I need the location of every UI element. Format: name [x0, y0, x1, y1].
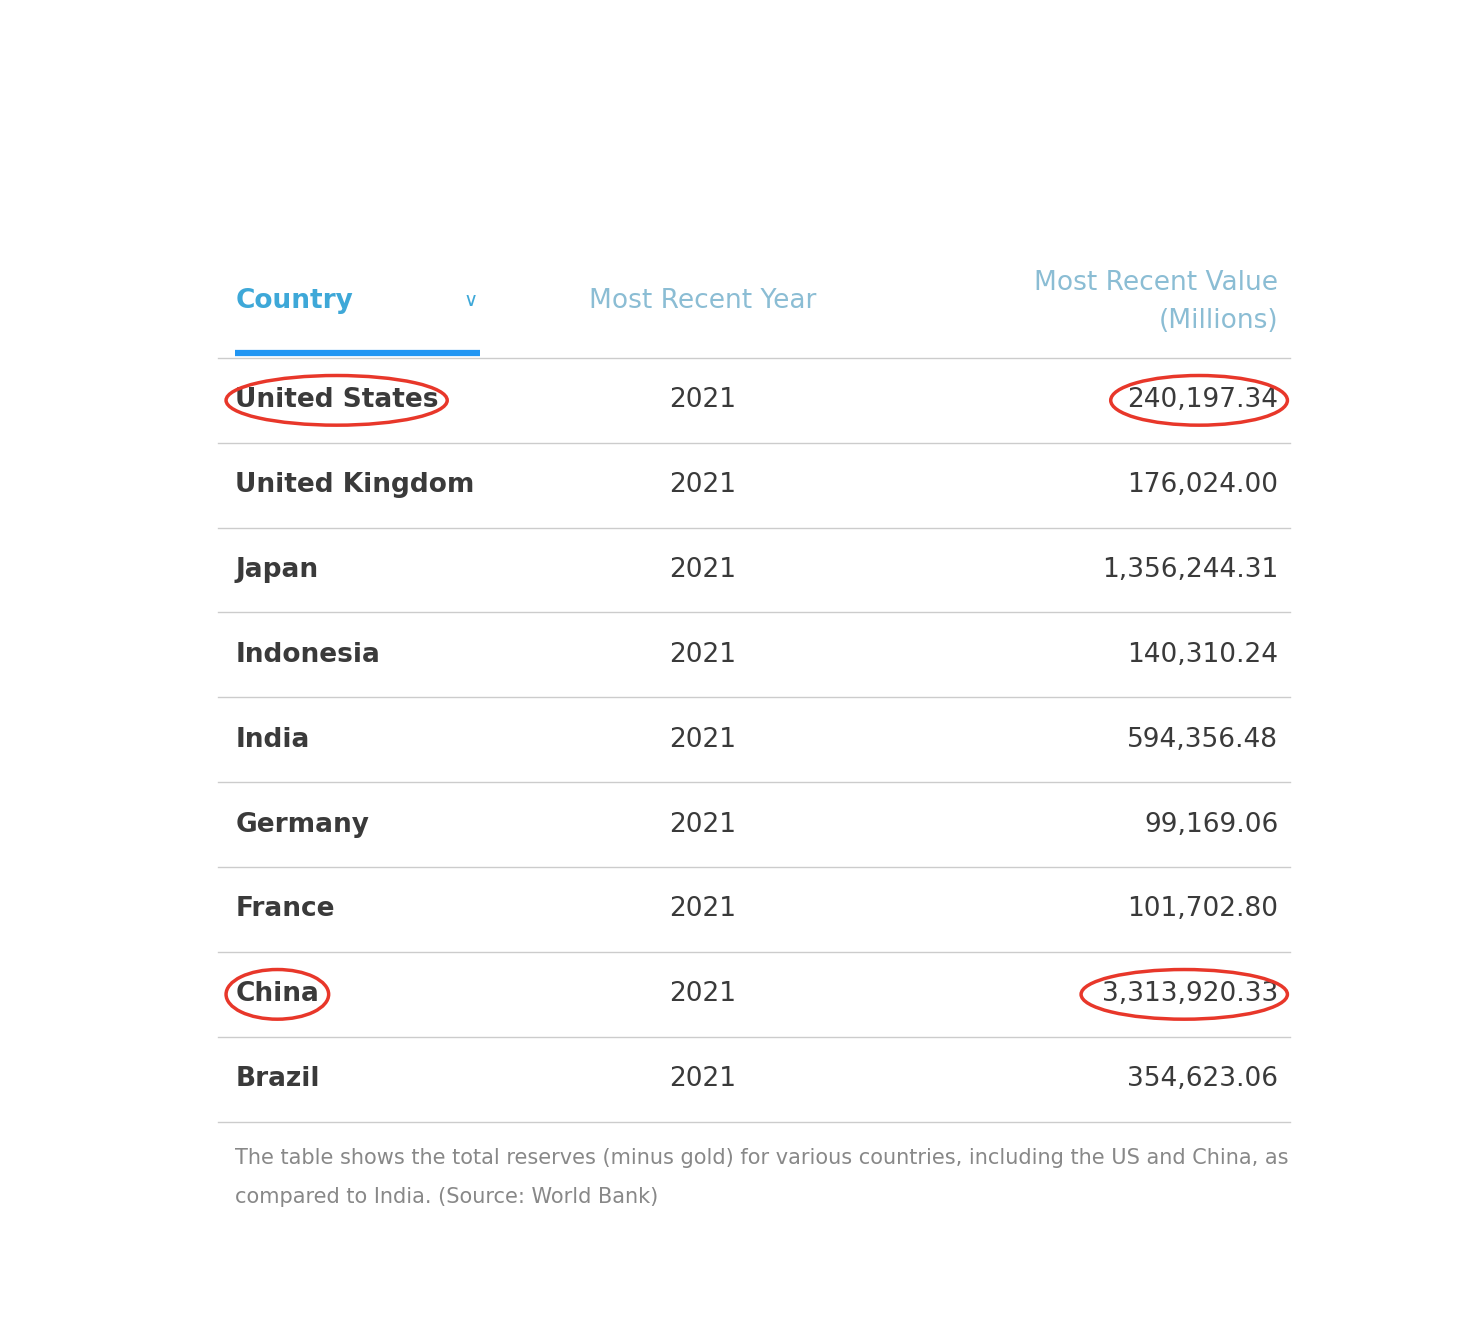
Text: Brazil: Brazil: [235, 1066, 319, 1093]
Text: Japan: Japan: [235, 556, 318, 583]
Text: 140,310.24: 140,310.24: [1127, 642, 1278, 668]
Text: 594,356.48: 594,356.48: [1127, 727, 1278, 753]
Text: 3,313,920.33: 3,313,920.33: [1102, 981, 1278, 1008]
Text: Country: Country: [235, 288, 353, 314]
Text: 2021: 2021: [669, 812, 736, 837]
Text: 2021: 2021: [669, 387, 736, 414]
Text: The table shows the total reserves (minus gold) for various countries, including: The table shows the total reserves (minu…: [235, 1148, 1289, 1168]
Text: United Kingdom: United Kingdom: [235, 472, 475, 499]
Text: India: India: [235, 727, 309, 753]
Text: Most Recent Value: Most Recent Value: [1034, 270, 1278, 296]
Text: 2021: 2021: [669, 556, 736, 583]
Text: 2021: 2021: [669, 896, 736, 922]
Text: Germany: Germany: [235, 812, 369, 837]
Text: 99,169.06: 99,169.06: [1144, 812, 1278, 837]
Text: 2021: 2021: [669, 1066, 736, 1093]
Text: 2021: 2021: [669, 727, 736, 753]
Text: France: France: [235, 896, 335, 922]
Text: ∨: ∨: [463, 292, 478, 310]
Text: 354,623.06: 354,623.06: [1127, 1066, 1278, 1093]
Text: 2021: 2021: [669, 472, 736, 499]
Text: 240,197.34: 240,197.34: [1127, 387, 1278, 414]
Text: Most Recent Year: Most Recent Year: [588, 288, 816, 314]
Text: Indonesia: Indonesia: [235, 642, 380, 668]
Text: (Millions): (Millions): [1159, 308, 1278, 335]
Text: 2021: 2021: [669, 981, 736, 1008]
Text: China: China: [235, 981, 319, 1008]
Text: United States: United States: [235, 387, 438, 414]
Text: 101,702.80: 101,702.80: [1127, 896, 1278, 922]
Text: 1,356,244.31: 1,356,244.31: [1102, 556, 1278, 583]
Text: 2021: 2021: [669, 642, 736, 668]
Text: compared to India. (Source: World Bank): compared to India. (Source: World Bank): [235, 1187, 659, 1207]
Text: 176,024.00: 176,024.00: [1127, 472, 1278, 499]
